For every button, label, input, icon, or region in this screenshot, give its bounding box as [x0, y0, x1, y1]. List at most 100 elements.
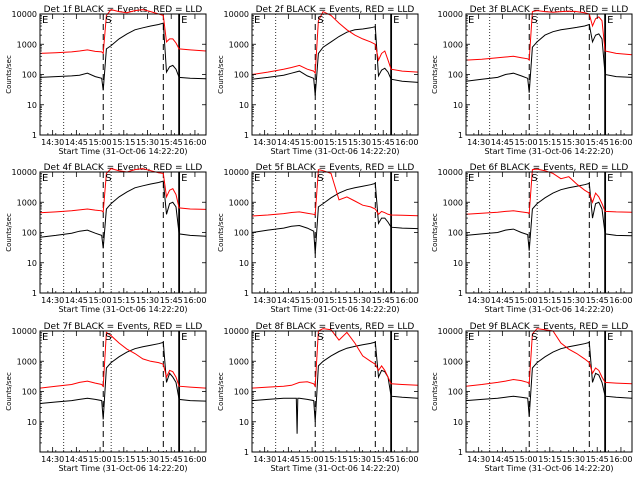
x-axis-label: Start Time (31-Oct-06 14:22:20): [58, 305, 187, 314]
y-tick-label: 10000: [12, 10, 37, 19]
interval-marker: E: [607, 332, 613, 343]
y-tick-label: 10: [239, 101, 249, 110]
x-tick-label: 15:30: [562, 296, 585, 305]
interval-marker: S: [531, 15, 537, 26]
events-series-line: [39, 22, 207, 91]
x-tick-label: 14:30: [467, 455, 490, 464]
x-tick-label: 16:00: [609, 296, 632, 305]
y-tick-label: 1: [32, 289, 37, 298]
interval-marker: E: [468, 173, 474, 184]
x-axis-label: Start Time (31-Oct-06 14:22:20): [484, 305, 613, 314]
y-axis-label: Counts/sec: [217, 55, 225, 94]
x-tick-label: 15:15: [538, 138, 561, 147]
events-series-line: [39, 180, 207, 249]
x-tick-label: 15:15: [112, 138, 135, 147]
y-axis-label: Counts/sec: [5, 372, 13, 411]
interval-marker: E: [42, 15, 48, 26]
x-axis-label: Start Time (31-Oct-06 14:22:20): [270, 464, 399, 473]
interval-marker: S: [531, 173, 537, 184]
interval-marker: S: [105, 332, 111, 343]
plot-frame: [251, 171, 419, 294]
y-tick-label: 10: [453, 259, 463, 268]
x-tick-label: 14:30: [253, 296, 276, 305]
x-tick-label: 14:45: [277, 138, 300, 147]
y-tick-label: 10: [453, 101, 463, 110]
y-tick-label: 10: [27, 418, 37, 427]
y-tick-label: 10000: [224, 10, 249, 19]
x-axis-label: Start Time (31-Oct-06 14:22:20): [270, 147, 399, 156]
x-tick-label: 15:45: [372, 296, 395, 305]
y-tick-label: 1000: [17, 357, 37, 366]
events-series-line: [465, 182, 633, 251]
x-tick-label: 15:00: [515, 138, 538, 147]
y-axis-label: Counts/sec: [431, 372, 439, 411]
lld-series-line: [465, 328, 633, 387]
y-axis-label: Counts/sec: [217, 372, 225, 411]
x-tick-label: 15:45: [586, 138, 609, 147]
y-tick-label: 100: [22, 388, 37, 397]
x-tick-label: 15:30: [348, 455, 371, 464]
interval-marker: E: [254, 332, 260, 343]
y-tick-label: 100: [234, 229, 249, 238]
plot-title: Det 2f BLACK = Events, RED = LLD: [256, 5, 415, 15]
events-series-line: [251, 182, 419, 254]
detector-plot-5: Det 5f BLACK = Events, RED = LLD 1 10 100 10…: [217, 163, 419, 314]
x-tick-label: 14:30: [253, 138, 276, 147]
x-axis-label: Start Time (31-Oct-06 14:22:20): [58, 147, 187, 156]
detector-plot-9: Det 9f BLACK = Events, RED = LLD 1 10 100 10…: [431, 322, 633, 473]
y-tick-label: 100: [22, 71, 37, 80]
detector-plot-4: Det 4f BLACK = Events, RED = LLD 1 10 100 10…: [5, 163, 207, 314]
x-tick-label: 15:30: [136, 455, 159, 464]
y-tick-label: 1: [458, 448, 463, 457]
interval-marker: E: [181, 173, 187, 184]
interval-marker: S: [531, 332, 537, 343]
x-tick-label: 15:15: [112, 455, 135, 464]
lld-series-line: [251, 328, 419, 389]
interval-marker: E: [254, 15, 260, 26]
interval-marker: E: [607, 15, 613, 26]
x-axis-label: Start Time (31-Oct-06 14:22:20): [58, 464, 187, 473]
x-tick-label: 15:30: [136, 138, 159, 147]
x-tick-label: 15:15: [324, 455, 347, 464]
y-tick-label: 1000: [17, 40, 37, 49]
plot-frame: [465, 171, 633, 294]
x-tick-label: 15:15: [112, 296, 135, 305]
y-tick-label: 10: [27, 259, 37, 268]
x-tick-label: 15:00: [301, 455, 324, 464]
lld-series-line: [39, 168, 207, 214]
lld-series-line: [39, 331, 207, 389]
x-tick-label: 15:45: [586, 296, 609, 305]
x-axis-label: Start Time (31-Oct-06 14:22:20): [270, 305, 399, 314]
detector-plot-7: Det 7f BLACK = Events, RED = LLD 10 100 100…: [5, 322, 207, 473]
y-axis-label: Counts/sec: [431, 55, 439, 94]
y-tick-label: 10000: [438, 10, 463, 19]
y-tick-label: 100: [234, 71, 249, 80]
interval-marker: E: [468, 15, 474, 26]
x-tick-label: 15:00: [89, 296, 112, 305]
interval-marker: E: [468, 332, 474, 343]
y-tick-label: 10: [239, 259, 249, 268]
x-tick-label: 16:00: [183, 138, 206, 147]
y-axis-label: Counts/sec: [431, 213, 439, 252]
interval-marker: E: [393, 332, 399, 343]
y-axis-label: Counts/sec: [5, 55, 13, 94]
plot-title: Det 5f BLACK = Events, RED = LLD: [256, 163, 415, 173]
events-series-line: [251, 26, 419, 96]
y-tick-label: 10000: [438, 327, 463, 336]
plot-frame: [39, 330, 207, 453]
interval-marker: S: [317, 173, 323, 184]
x-tick-label: 15:30: [562, 455, 585, 464]
y-tick-label: 1000: [229, 357, 249, 366]
interval-marker: S: [317, 15, 323, 26]
y-tick-label: 10: [27, 101, 37, 110]
detector-plot-8: Det 8f BLACK = Events, RED = LLD 1 10 100 10…: [217, 322, 419, 473]
interval-marker: S: [105, 173, 111, 184]
x-tick-label: 14:45: [491, 138, 514, 147]
y-tick-label: 100: [234, 388, 249, 397]
x-tick-label: 14:30: [467, 296, 490, 305]
x-tick-label: 15:45: [160, 455, 183, 464]
detector-plot-2: Det 2f BLACK = Events, RED = LLD 1 10 100 10…: [217, 5, 419, 156]
plot-title: Det 7f BLACK = Events, RED = LLD: [44, 322, 203, 332]
y-tick-label: 1: [32, 131, 37, 140]
x-tick-label: 15:00: [89, 138, 112, 147]
